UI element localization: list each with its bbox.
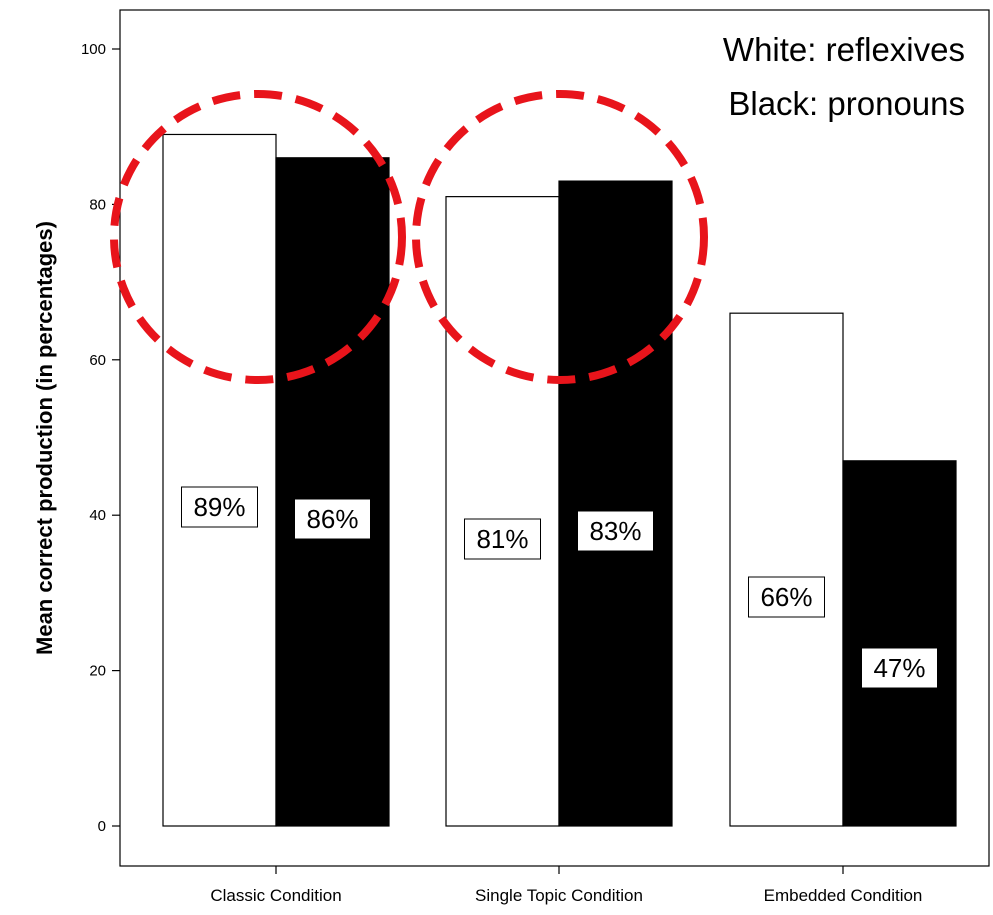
y-tick-label: 60 (89, 352, 106, 369)
highlight-circles (110, 90, 708, 384)
y-tick-label: 0 (98, 818, 106, 835)
category-label: Single Topic Condition (475, 886, 643, 905)
data-label-pronouns-1: 83% (589, 516, 641, 546)
y-tick-label: 40 (89, 507, 106, 524)
data-label-box: 47% (861, 647, 938, 689)
bars (162, 133, 957, 827)
legend-line-reflexives: White: reflexives (723, 31, 965, 68)
category-label: Classic Condition (210, 886, 341, 905)
data-labels: 89% 86% 81% 83% 66% 47% (181, 486, 938, 689)
data-label-pronouns-0: 86% (306, 504, 358, 534)
x-axis-labels: Classic Condition Single Topic Condition E… (210, 866, 922, 905)
bar-pronouns-2 (842, 460, 957, 827)
data-label-bg (861, 647, 938, 689)
y-tick-label: 20 (89, 663, 106, 680)
bar-pronouns-1 (558, 180, 673, 827)
highlight-circle-classic (110, 90, 406, 384)
bar-pronouns-0 (275, 157, 390, 827)
data-label-bg (294, 498, 371, 540)
legend-line-pronouns: Black: pronouns (728, 85, 965, 122)
data-label-reflexives-2: 66% (760, 582, 812, 612)
highlight-circle-single-topic (412, 90, 708, 384)
data-label-box: 81% (464, 518, 541, 560)
data-label-bg (464, 518, 541, 560)
y-tick-label: 80 (89, 196, 106, 213)
y-axis: 0 20 40 60 80 100 (81, 41, 120, 835)
data-label-bg (181, 486, 258, 528)
data-label-box: 86% (294, 498, 371, 540)
data-label-pronouns-2: 47% (873, 653, 925, 683)
bar-reflexives-1 (445, 196, 560, 827)
data-label-box: 89% (181, 486, 258, 528)
bar-reflexives-0 (162, 133, 277, 827)
data-label-bg (748, 576, 825, 618)
data-label-bg (577, 510, 654, 552)
data-label-reflexives-0: 89% (193, 492, 245, 522)
y-axis-title: Mean correct production (in percentages) (32, 221, 57, 655)
plot-frame (119, 9, 990, 867)
data-label-box: 66% (748, 576, 825, 618)
data-label-box: 83% (577, 510, 654, 552)
data-label-reflexives-1: 81% (476, 524, 528, 554)
y-tick-label: 100 (81, 41, 106, 58)
category-label: Embedded Condition (764, 886, 923, 905)
bar-reflexives-2 (729, 312, 844, 827)
